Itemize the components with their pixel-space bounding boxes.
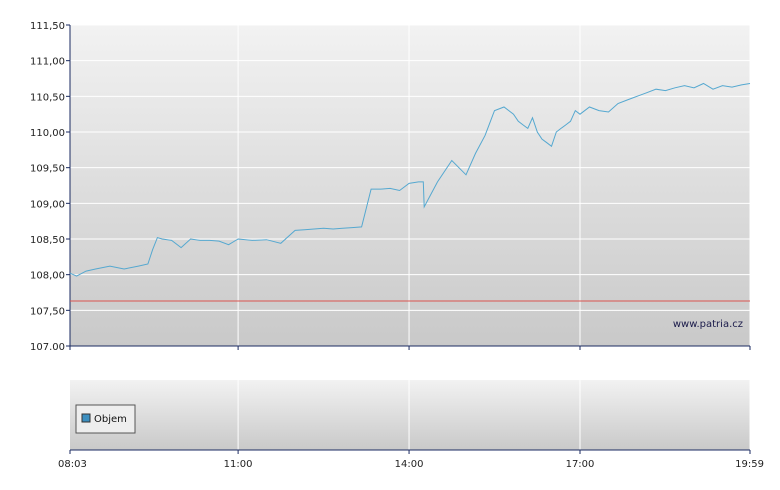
price-y-tick-label: 111,00: [30, 57, 65, 68]
volume-grid-vertical: [237, 380, 751, 450]
legend-swatch-objem: [81, 413, 91, 423]
price-y-tick-group: 107.00 107,50 108,00 108,50 109,00 109,50 110,…: [30, 21, 70, 353]
legend-box: [75, 404, 136, 434]
price-y-tick-label: 109,00: [30, 199, 65, 210]
price-series-line: [69, 82, 751, 277]
x-tick-group: 08:03 11:00 14:00 17:00 19:59: [58, 346, 764, 470]
price-plot-background: [70, 25, 750, 346]
price-y-tick-label: 108,50: [30, 235, 65, 246]
x-tick-label: 08:03: [58, 459, 87, 470]
price-y-tick-label: 108,00: [30, 271, 65, 282]
price-y-tick-label: 107.00: [30, 342, 65, 353]
volume-legend: Objem: [75, 404, 136, 434]
price-y-tick-label: 111,50: [30, 21, 65, 32]
x-tick-label: 11:00: [224, 459, 253, 470]
price-y-tick-label: 109,50: [30, 164, 65, 175]
x-tick-label: 19:59: [735, 459, 764, 470]
price-y-tick-label: 107,50: [30, 306, 65, 317]
watermark-text: www.patria.cz: [673, 319, 743, 330]
volume-plot-background: [70, 380, 750, 450]
price-grid-horizontal: [70, 24, 750, 311]
price-y-tick-label: 110,50: [30, 92, 65, 103]
x-tick-label: 17:00: [566, 459, 595, 470]
price-y-tick-label: 110,00: [30, 128, 65, 139]
legend-label-objem: Objem: [94, 414, 127, 425]
x-tick-label: 14:00: [395, 459, 424, 470]
price-grid-vertical: [237, 25, 751, 346]
